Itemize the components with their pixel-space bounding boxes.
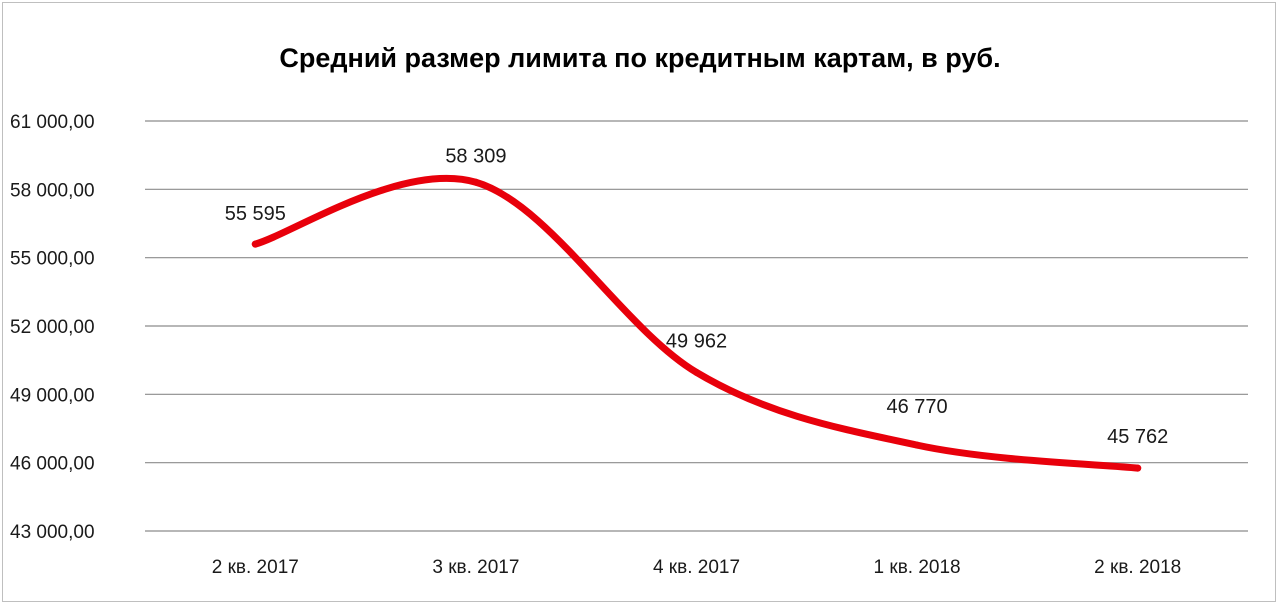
data-label: 58 309 [445, 145, 506, 167]
x-tick-label: 2 кв. 2017 [212, 557, 299, 578]
grid-layer [145, 120, 1248, 532]
y-tick-label: 52 000,00 [10, 317, 95, 338]
y-tick-label: 55 000,00 [10, 249, 95, 270]
y-tick-label: 43 000,00 [10, 522, 95, 543]
y-tick-label: 58 000,00 [10, 180, 95, 201]
data-point [913, 441, 921, 449]
chart-title: Средний размер лимита по кредитным карта… [279, 43, 1000, 73]
data-point [1134, 464, 1142, 472]
y-axis-ticks: 43 000,00 46 000,00 49 000,00 52 000,00 55 0… [10, 112, 95, 543]
x-tick-label: 4 кв. 2017 [653, 557, 740, 578]
data-label: 49 962 [666, 330, 727, 352]
data-point [251, 240, 259, 248]
data-point [693, 368, 700, 376]
data-label: 46 770 [887, 396, 948, 418]
y-tick-label: 61 000,00 [10, 112, 95, 133]
x-axis-ticks: 2 кв. 2017 3 кв. 2017 4 кв. 2017 1 кв. 2018… [212, 557, 1181, 578]
data-labels: 55 595 58 309 49 962 46 770 45 762 [225, 145, 1169, 448]
x-tick-label: 1 кв. 2018 [874, 557, 961, 578]
data-label: 45 762 [1107, 426, 1168, 448]
y-tick-label: 46 000,00 [10, 454, 95, 475]
x-tick-label: 3 кв. 2017 [432, 557, 519, 578]
y-tick-label: 49 000,00 [10, 385, 95, 406]
data-label: 55 595 [225, 203, 286, 225]
x-tick-label: 2 кв. 2018 [1094, 557, 1181, 578]
series-line [251, 174, 1142, 472]
data-point [472, 178, 480, 186]
series-layer [251, 174, 1142, 472]
